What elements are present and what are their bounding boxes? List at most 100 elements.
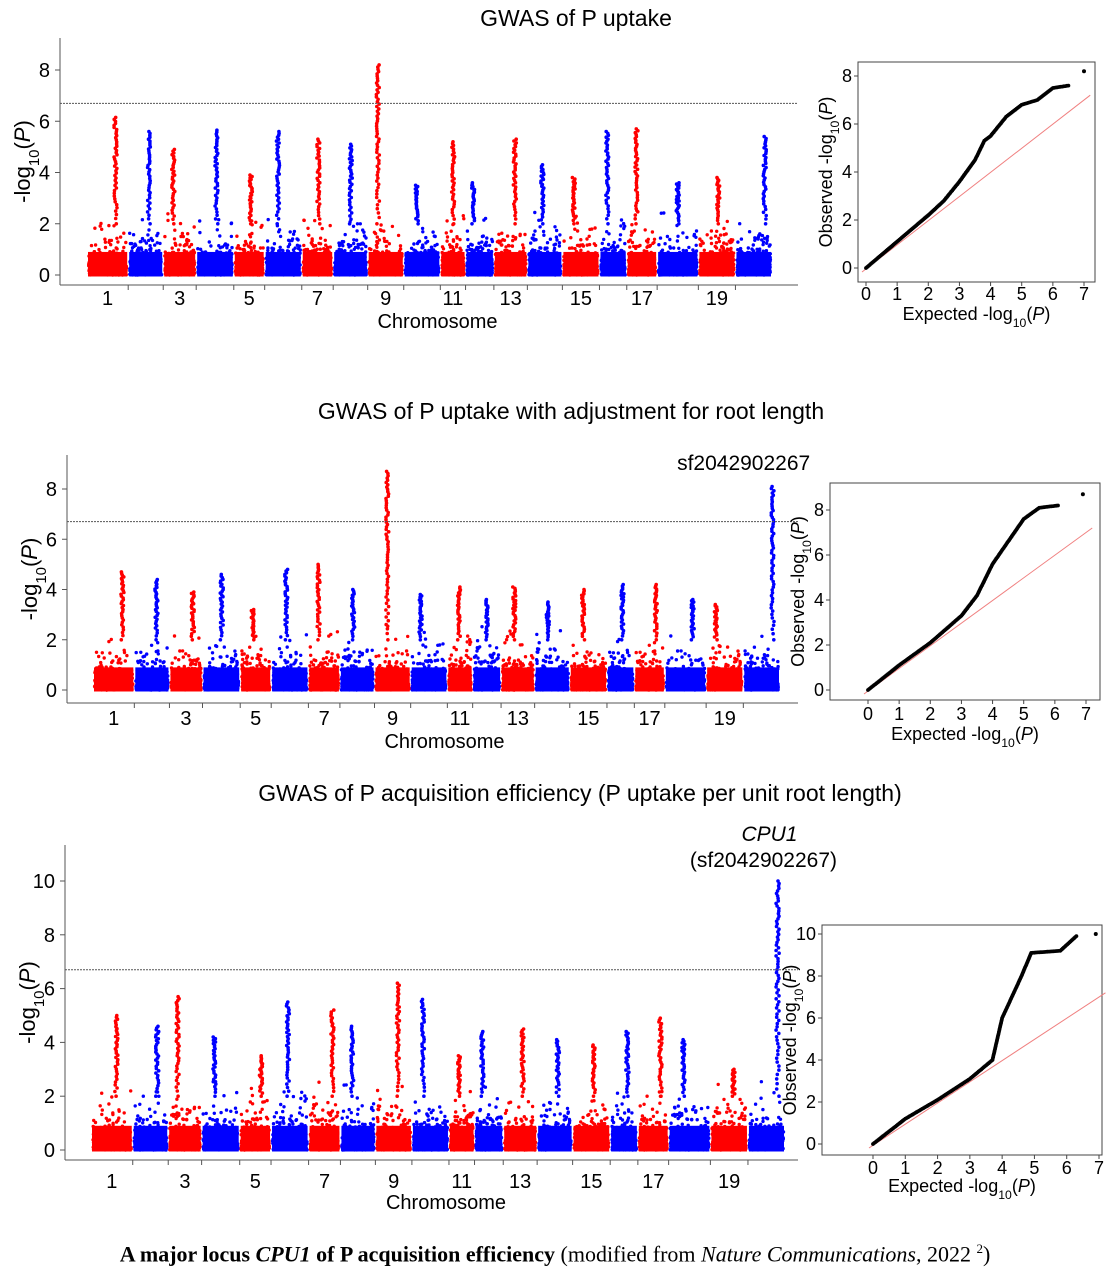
snp-point bbox=[186, 232, 190, 236]
snp-point bbox=[172, 147, 177, 152]
snp-point bbox=[349, 243, 353, 248]
snp-point bbox=[113, 216, 118, 221]
snp-point bbox=[375, 206, 380, 211]
snp-point bbox=[449, 229, 453, 233]
snp-point bbox=[265, 239, 270, 243]
snp-point bbox=[375, 173, 380, 177]
snp-point bbox=[115, 166, 119, 171]
snp-point bbox=[180, 231, 185, 236]
snp-point bbox=[466, 237, 470, 242]
snp-point bbox=[186, 238, 191, 243]
snp-point bbox=[474, 246, 479, 250]
snp-point bbox=[367, 247, 372, 251]
snp-point bbox=[557, 241, 562, 245]
snp-point bbox=[178, 221, 183, 226]
snp-point bbox=[172, 237, 177, 241]
snp-point bbox=[358, 222, 362, 226]
snp-point bbox=[514, 137, 518, 141]
snp-point bbox=[470, 247, 474, 252]
snp-point bbox=[384, 244, 389, 248]
snp-point bbox=[444, 231, 448, 235]
snp-point bbox=[139, 239, 143, 244]
snp-point bbox=[364, 244, 368, 249]
snp-point bbox=[149, 236, 153, 241]
snp-point bbox=[113, 115, 118, 120]
snp-point bbox=[501, 238, 505, 242]
snp-point bbox=[310, 237, 314, 241]
snp-point bbox=[225, 246, 229, 250]
snp-point bbox=[163, 234, 167, 239]
snp-dense-band bbox=[466, 251, 493, 277]
snp-point bbox=[376, 182, 381, 187]
snp-dense-band bbox=[164, 251, 196, 277]
snp-point bbox=[375, 192, 379, 196]
snp-point bbox=[376, 185, 380, 190]
snp-point bbox=[207, 240, 211, 244]
snp-point bbox=[480, 234, 485, 239]
snp-point bbox=[415, 241, 420, 246]
snp-point bbox=[236, 244, 240, 248]
snp-point bbox=[356, 242, 360, 247]
snp-point bbox=[112, 249, 116, 253]
snp-point bbox=[513, 217, 518, 221]
snp-point bbox=[266, 248, 270, 253]
chromosome-5-points bbox=[233, 173, 265, 277]
snp-point bbox=[424, 241, 428, 245]
x-axis-label: Chromosome bbox=[377, 311, 497, 333]
snp-point bbox=[248, 173, 252, 177]
snp-point bbox=[278, 245, 282, 249]
snp-point bbox=[479, 245, 483, 249]
snp-dense-band bbox=[197, 251, 233, 277]
snp-point bbox=[113, 209, 118, 213]
snp-point bbox=[242, 243, 247, 247]
snp-point bbox=[445, 239, 449, 243]
snp-point bbox=[93, 243, 98, 247]
y-tick-label: 2 bbox=[39, 214, 50, 236]
snp-point bbox=[196, 247, 200, 251]
snp-point bbox=[483, 216, 488, 221]
snp-dense-band bbox=[265, 251, 301, 277]
snp-point bbox=[277, 129, 281, 134]
snp-point bbox=[379, 223, 383, 227]
snp-point bbox=[97, 247, 101, 252]
x-tick-label: 11 bbox=[443, 288, 464, 310]
snp-point bbox=[215, 128, 219, 132]
snp-point bbox=[114, 202, 119, 207]
snp-point bbox=[306, 226, 310, 230]
snp-point bbox=[100, 227, 104, 231]
snp-point bbox=[377, 63, 381, 67]
chromosome-8-points bbox=[333, 142, 368, 277]
snp-point bbox=[413, 183, 418, 188]
snp-point bbox=[191, 248, 196, 252]
snp-point bbox=[364, 236, 368, 240]
snp-point bbox=[238, 247, 242, 251]
snp-point bbox=[176, 248, 181, 252]
snp-point bbox=[451, 140, 455, 144]
snp-point bbox=[445, 219, 449, 223]
snp-point bbox=[220, 245, 225, 249]
snp-point bbox=[171, 217, 175, 222]
snp-point bbox=[155, 241, 159, 245]
chromosome-14-points bbox=[527, 163, 563, 277]
snp-point bbox=[421, 245, 425, 249]
snp-point bbox=[296, 238, 300, 242]
snp-point bbox=[504, 245, 508, 249]
snp-point bbox=[131, 233, 136, 237]
snp-point bbox=[89, 243, 94, 248]
snp-point bbox=[318, 222, 322, 226]
chromosome-4-points bbox=[196, 128, 234, 277]
x-tick-label: 5 bbox=[244, 288, 255, 310]
snp-point bbox=[429, 245, 434, 249]
snp-point bbox=[459, 248, 463, 252]
snp-point bbox=[114, 212, 119, 217]
snp-point bbox=[185, 241, 189, 246]
snp-point bbox=[272, 242, 277, 246]
snp-point bbox=[377, 199, 382, 203]
snp-point bbox=[382, 236, 386, 241]
snp-point bbox=[274, 213, 279, 217]
snp-point bbox=[513, 222, 517, 226]
snp-dense-band bbox=[368, 251, 403, 277]
snp-point bbox=[302, 218, 306, 222]
snp-point bbox=[452, 217, 457, 221]
